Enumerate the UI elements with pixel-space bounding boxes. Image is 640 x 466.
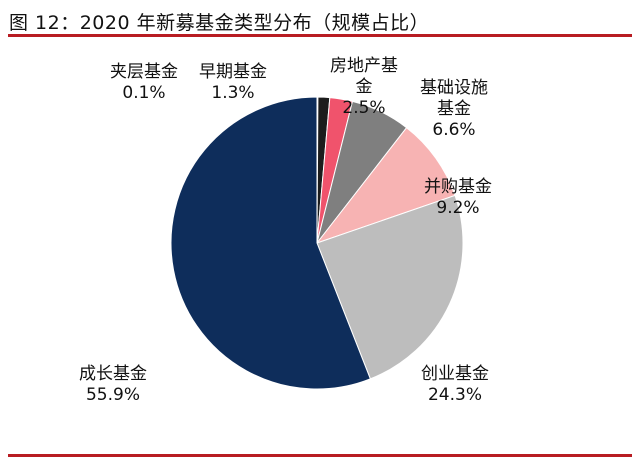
slice-label: 夹层基金 (110, 62, 178, 82)
pie-slice-6 (170, 96, 372, 390)
slice-label: 并购基金 (424, 177, 492, 197)
slice-value: 9.2% (436, 198, 480, 218)
title-rule (8, 34, 632, 37)
slice-label: 房地产基金 (330, 56, 398, 97)
label-mezzanine: 夹层基金 0.1% (100, 62, 188, 104)
slice-label: 基础设施基金 (420, 78, 488, 119)
slice-value: 55.9% (85, 385, 140, 405)
chart-title: 图 12：2020 年新募基金类型分布（规模占比） (9, 12, 430, 34)
slice-value: 1.3% (211, 83, 255, 103)
slice-value: 24.3% (427, 385, 482, 405)
slice-label: 成长基金 (79, 364, 147, 384)
label-early: 早期基金 1.3% (188, 62, 278, 104)
pie-slice-4 (315, 126, 456, 245)
slice-value: 2.5% (342, 98, 386, 118)
pie-slice-5 (316, 194, 464, 380)
slice-value: 0.1% (122, 83, 166, 103)
slice-label: 创业基金 (421, 364, 489, 384)
slice-label: 早期基金 (199, 62, 267, 82)
label-venture: 创业基金 24.3% (410, 364, 500, 406)
label-mna: 并购基金 9.2% (416, 177, 500, 219)
label-growth: 成长基金 55.9% (68, 364, 158, 406)
label-real-estate: 房地产基金 2.5% (330, 56, 398, 119)
slice-value: 6.6% (432, 120, 476, 140)
label-infrastructure: 基础设施基金 6.6% (412, 78, 496, 141)
footer-rule (8, 454, 632, 457)
